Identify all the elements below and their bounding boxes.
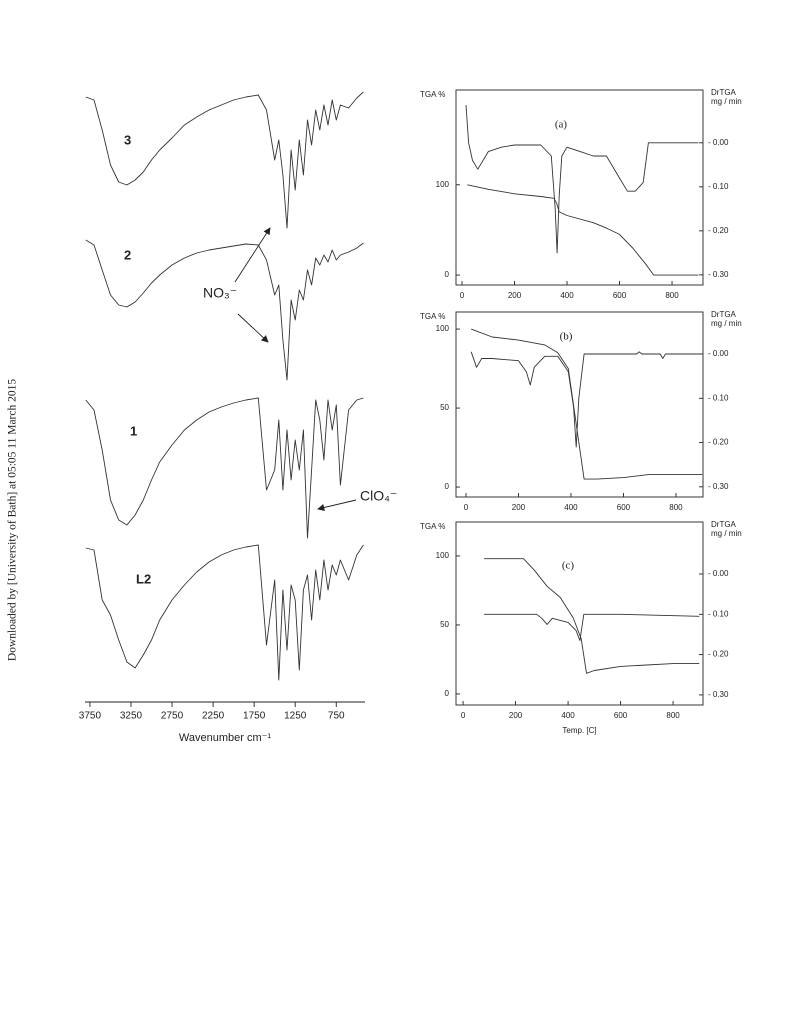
series-line	[85, 91, 364, 229]
y2-axis-title: DrTGA	[711, 88, 737, 97]
x-tick-label: 400	[561, 711, 575, 720]
panel-tag: (b)	[560, 331, 573, 343]
x-tick-label: 600	[613, 291, 627, 300]
plot-frame	[455, 521, 704, 706]
y2-axis-title: mg / min	[711, 319, 742, 328]
arrow	[317, 499, 357, 512]
x-tick-label: 3250	[120, 711, 143, 722]
x-tick-label: 400	[560, 291, 574, 300]
y-axis-title: TGA %	[420, 90, 445, 99]
plot-frame	[455, 89, 704, 286]
y-tick-label: 50	[440, 620, 449, 629]
x-tick-label: 3750	[79, 711, 102, 722]
y2-tick-label: - 0.10	[708, 393, 729, 402]
series-line	[85, 544, 364, 681]
x-tick-label: 200	[508, 291, 522, 300]
x-tick-label: 1250	[284, 711, 307, 722]
y-tick-label: 100	[436, 324, 450, 333]
series-line	[471, 328, 703, 480]
y-tick-label: 100	[436, 551, 450, 560]
annotation: NO₃⁻	[203, 285, 237, 301]
series-label: L2	[136, 571, 151, 586]
x-tick-label: 200	[509, 711, 523, 720]
x-tick-label: 0	[461, 711, 466, 720]
y-axis-title: TGA %	[420, 522, 445, 531]
series-line	[470, 351, 703, 448]
series-line	[465, 104, 699, 254]
series-label: 1	[130, 423, 137, 438]
x-tick-label: 800	[666, 711, 680, 720]
series-line	[467, 184, 699, 276]
series-label: 3	[124, 132, 131, 147]
plot-frame	[455, 311, 704, 498]
x-tick-label: 2750	[161, 711, 184, 722]
x-tick-label: 0	[464, 503, 469, 512]
series-line	[484, 613, 700, 641]
series-line	[85, 239, 364, 381]
y2-axis-title: DrTGA	[711, 520, 737, 529]
y2-axis-title: mg / min	[711, 529, 742, 538]
y-tick-label: 100	[436, 180, 450, 189]
y2-axis-title: mg / min	[711, 97, 742, 106]
y2-tick-label: - 0.20	[708, 438, 729, 447]
side-note: Downloaded by [University of Bath] at 05…	[7, 379, 19, 661]
y2-tick-label: - 0.00	[708, 138, 729, 147]
y2-tick-label: - 0.10	[708, 609, 729, 618]
y-tick-label: 0	[445, 270, 450, 279]
x-axis-title: Temp. [C]	[562, 726, 596, 735]
y-tick-label: 0	[445, 482, 450, 491]
panel-tag: (a)	[555, 119, 568, 131]
x-tick-label: 800	[669, 503, 683, 512]
panel-tag: (c)	[562, 560, 575, 572]
y2-tick-label: - 0.00	[708, 349, 729, 358]
x-tick-label: 2250	[202, 711, 225, 722]
x-tick-label: 200	[512, 503, 526, 512]
arrow	[234, 227, 271, 283]
y2-tick-label: - 0.30	[708, 482, 729, 491]
x-axis-title: Wavenumber cm⁻¹	[179, 732, 272, 744]
x-tick-label: 0	[460, 291, 465, 300]
series-line	[85, 397, 364, 539]
annotation: ClO₄⁻	[360, 488, 397, 504]
x-tick-label: 800	[665, 291, 679, 300]
x-tick-label: 400	[564, 503, 578, 512]
y2-tick-label: - 0.30	[708, 690, 729, 699]
y2-tick-label: - 0.10	[708, 182, 729, 191]
y-tick-label: 50	[440, 403, 449, 412]
series-label: 2	[124, 247, 131, 262]
x-tick-label: 1750	[243, 711, 266, 722]
y2-tick-label: - 0.30	[708, 270, 729, 279]
x-tick-label: 600	[617, 503, 631, 512]
series-line	[484, 558, 700, 674]
y-axis-title: TGA %	[420, 312, 445, 321]
arrow	[237, 313, 269, 343]
x-tick-label: 750	[328, 711, 345, 722]
y2-tick-label: - 0.20	[708, 226, 729, 235]
y2-tick-label: - 0.20	[708, 650, 729, 659]
y2-axis-title: DrTGA	[711, 310, 737, 319]
y2-tick-label: - 0.00	[708, 569, 729, 578]
y-tick-label: 0	[445, 689, 450, 698]
x-tick-label: 600	[614, 711, 628, 720]
